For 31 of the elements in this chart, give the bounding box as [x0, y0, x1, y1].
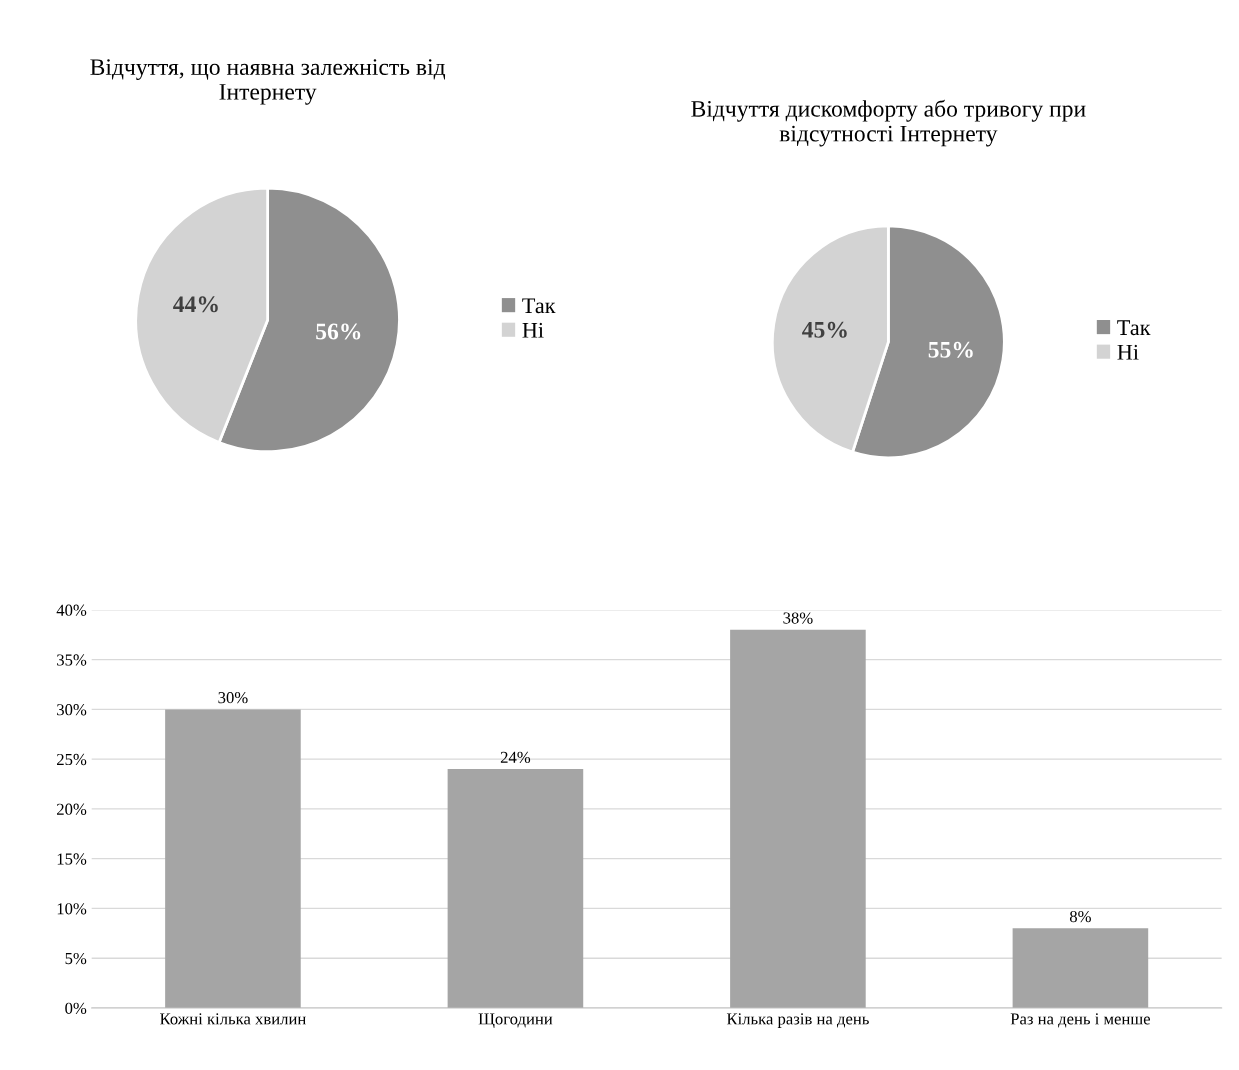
x-tick-label: Кілька разів на день — [726, 1013, 869, 1028]
data-label: 38% — [783, 612, 813, 624]
bar — [165, 709, 301, 1008]
data-label: 44% — [173, 296, 218, 313]
y-tick-label: 10% — [57, 903, 87, 915]
chart-title: Відчуття дискомфорту або тривогу при відсутності Інтернету — [691, 99, 1086, 147]
bar — [730, 629, 866, 1008]
legend-label: Ні — [522, 322, 544, 338]
bar — [447, 769, 584, 1008]
data-label: 8% — [1069, 910, 1091, 923]
bar — [1012, 928, 1149, 1008]
data-label: 56% — [316, 323, 361, 340]
y-tick-label: 15% — [57, 853, 87, 865]
data-label: 24% — [500, 751, 531, 764]
y-tick-label: 5% — [65, 952, 87, 965]
y-tick-label: 30% — [57, 704, 87, 716]
x-tick-label: Щогодини — [478, 1013, 553, 1028]
chart-title: Відчуття, що наявна залежність від Інтернету — [90, 59, 446, 105]
data-label: 45% — [802, 321, 847, 338]
data-label: 30% — [218, 692, 248, 704]
legend-label: Так — [522, 298, 556, 314]
y-tick-label: 25% — [57, 753, 87, 766]
x-tick-label: Кожні кілька хвилин — [160, 1013, 306, 1025]
y-tick-label: 40% — [56, 604, 87, 616]
data-label: 55% — [928, 341, 973, 358]
y-tick-label: 20% — [57, 803, 87, 815]
legend-label: Ні — [1117, 344, 1139, 360]
legend-label: Так — [1117, 320, 1151, 336]
y-tick-label: 0% — [65, 1002, 87, 1014]
y-tick-label: 35% — [57, 654, 87, 666]
x-tick-label: Раз на день і менше — [1010, 1013, 1151, 1028]
